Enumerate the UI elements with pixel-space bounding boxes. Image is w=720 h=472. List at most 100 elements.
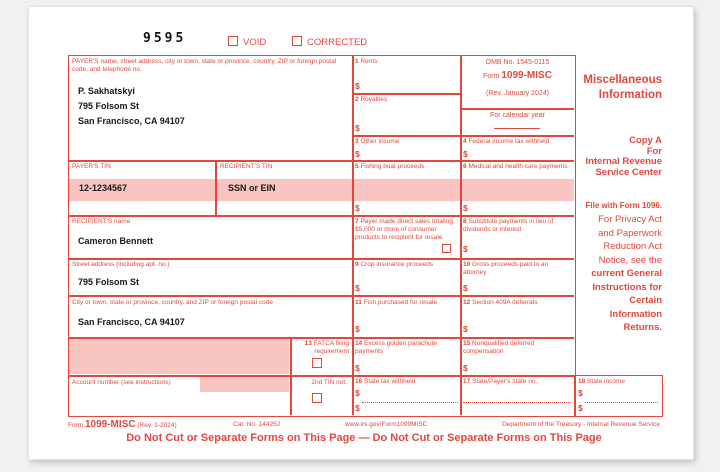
recipient-city-label: City or town, state or province, country…	[72, 299, 273, 306]
dollar-sign: $	[463, 149, 468, 159]
form-code-9595: 9595	[143, 31, 187, 46]
grid-line	[460, 55, 462, 415]
form-word: Form	[68, 422, 84, 429]
box-label-text: Fish purchased for resale	[363, 299, 438, 306]
box-9-crop-insurance: 9 Crop insurance proceeds	[355, 261, 455, 269]
box-17-state-payer-no: 17 State/Payer's state no.	[463, 378, 571, 386]
box-14-golden-parachute: 14 Excess golden parachute payments	[355, 340, 455, 356]
box-4-federal-tax: 4 Federal income tax withheld	[463, 138, 569, 146]
box-label-text: Federal income tax withheld	[468, 138, 550, 145]
box-8-substitute-payments: 8 Substitute payments in lieu of dividen…	[463, 218, 569, 234]
box-number: 12	[463, 299, 471, 306]
box-label-text: Substitute payments in lieu of dividends…	[463, 218, 554, 233]
dollar-sign: $	[578, 403, 583, 413]
box-2-royalties: 2 Royalties	[355, 96, 455, 104]
box-label-text: Fishing boat proceeds	[360, 163, 425, 170]
box-16-state-tax: 16 State tax withheld	[355, 378, 455, 386]
grid-line	[68, 215, 574, 217]
omb-number: OMB No. 1545-0115	[485, 59, 550, 66]
box-5-fishing-boat: 5 Fishing boat proceeds	[355, 163, 455, 171]
box-number: 17	[463, 378, 471, 385]
footer-form-number: 1099-MISC	[84, 419, 136, 430]
form-number-block: Form 1099-MISC	[461, 70, 574, 81]
grid-line	[215, 160, 217, 215]
dollar-sign: $	[463, 363, 468, 373]
blank-field-highlight	[69, 338, 289, 374]
grid-line	[352, 93, 460, 95]
catalog-number: Cat. No. 14425J	[233, 421, 280, 428]
form-number: 1099-MISC	[501, 70, 552, 81]
box-7-direct-sales: 7 Payer made direct sales totaling $5,00…	[355, 218, 453, 242]
box-number: 15	[463, 340, 471, 347]
payer-block-label: PAYER'S name, street address, city or to…	[72, 58, 337, 73]
void-checkbox[interactable]	[228, 36, 238, 46]
dollar-sign: $	[355, 149, 360, 159]
dollar-sign: $	[463, 203, 468, 213]
corrected-checkbox[interactable]	[292, 36, 302, 46]
box-number: 18	[578, 378, 586, 385]
dotted-rule	[585, 402, 658, 403]
form-word: Form	[483, 73, 500, 80]
box-label-text: Crop insurance proceeds	[360, 261, 434, 268]
dollar-sign: $	[355, 203, 360, 213]
box-11-fish-purchased: 11 Fish purchased for resale	[355, 299, 455, 307]
box18-border	[574, 375, 663, 417]
box-number: 4	[463, 138, 467, 145]
box-label-text: State/Payer's state no.	[472, 378, 538, 385]
grid-line	[68, 295, 574, 297]
payer-city-value[interactable]: San Francisco, CA 94107	[78, 116, 185, 126]
box-number: 14	[355, 340, 363, 347]
dollar-sign: $	[463, 324, 468, 334]
dollar-sign: $	[355, 324, 360, 334]
direct-sales-checkbox[interactable]	[442, 244, 451, 253]
recipient-tin-label: RECIPIENT'S TIN	[220, 163, 273, 170]
grid-line	[460, 108, 574, 110]
irs-url[interactable]: www.irs.gov/Form1099MISC	[345, 421, 428, 428]
box-number: 9	[355, 261, 359, 268]
box-number: 3	[355, 138, 359, 145]
footer-form-id: Form 1099-MISC (Rev. 1-2024)	[68, 419, 177, 430]
calendar-year-blank[interactable]	[494, 121, 540, 129]
form-title: Miscellaneous Information	[583, 74, 662, 101]
second-tin-checkbox[interactable]	[312, 393, 322, 403]
box-number: 11	[355, 299, 362, 306]
recipient-tin-value[interactable]: SSN or EIN	[228, 183, 276, 193]
dollar-sign: $	[355, 363, 360, 373]
box-number: 10	[463, 261, 471, 268]
payer-street-value[interactable]: 795 Folsom St	[78, 101, 140, 111]
dollar-sign: $	[355, 123, 360, 133]
account-number-label: Account number (see instructions)	[72, 379, 171, 386]
box-6-medical-payments: 6 Medical and health care payments	[463, 163, 569, 171]
dollar-sign: $	[355, 388, 360, 398]
recipient-street-value[interactable]: 795 Folsom St	[78, 277, 140, 287]
dollar-sign: $	[355, 403, 360, 413]
account-field-highlight	[200, 377, 289, 392]
box-15-nonqualified-comp: 15 Nonqualified deferred compensation	[463, 340, 569, 356]
payer-name-value[interactable]: P. Sakhatskyi	[78, 86, 135, 96]
payer-tin-label: PAYER'S TIN	[72, 163, 111, 170]
do-not-cut-warning: Do Not Cut or Separate Forms on This Pag…	[126, 432, 602, 444]
box-number: 13	[304, 340, 312, 347]
box-label-text: FATCA filing requirement	[313, 340, 349, 355]
form-revision: (Rev. January 2024)	[486, 90, 549, 97]
dollar-sign: $	[578, 388, 583, 398]
box-number: 8	[463, 218, 467, 225]
privacy-act-text: For Privacy Act and Paperwork Reduction …	[598, 214, 662, 266]
grid-line	[68, 337, 574, 339]
box-label-text: Royalties	[360, 96, 388, 103]
footer-revision: (Rev. 1-2024)	[137, 422, 177, 429]
grid-line	[68, 160, 574, 162]
payer-tin-value[interactable]: 12-1234567	[79, 183, 128, 193]
dollar-sign: $	[463, 283, 468, 293]
box-label-text: State income	[587, 378, 625, 385]
copy-a-block: Copy A For Internal Revenue Service Cent…	[585, 135, 662, 178]
dollar-sign: $	[355, 283, 360, 293]
box-13-fatca-label: 13 FATCA filing requirement	[293, 340, 349, 356]
second-tin-label: 2nd TIN not.	[311, 379, 347, 386]
box-1-rents: 1 Rents	[355, 58, 455, 66]
box-number: 7	[355, 218, 359, 225]
recipient-name-value[interactable]: Cameron Bennett	[78, 236, 154, 246]
recipient-city-value[interactable]: San Francisco, CA 94107	[78, 317, 185, 327]
fatca-checkbox[interactable]	[312, 358, 322, 368]
